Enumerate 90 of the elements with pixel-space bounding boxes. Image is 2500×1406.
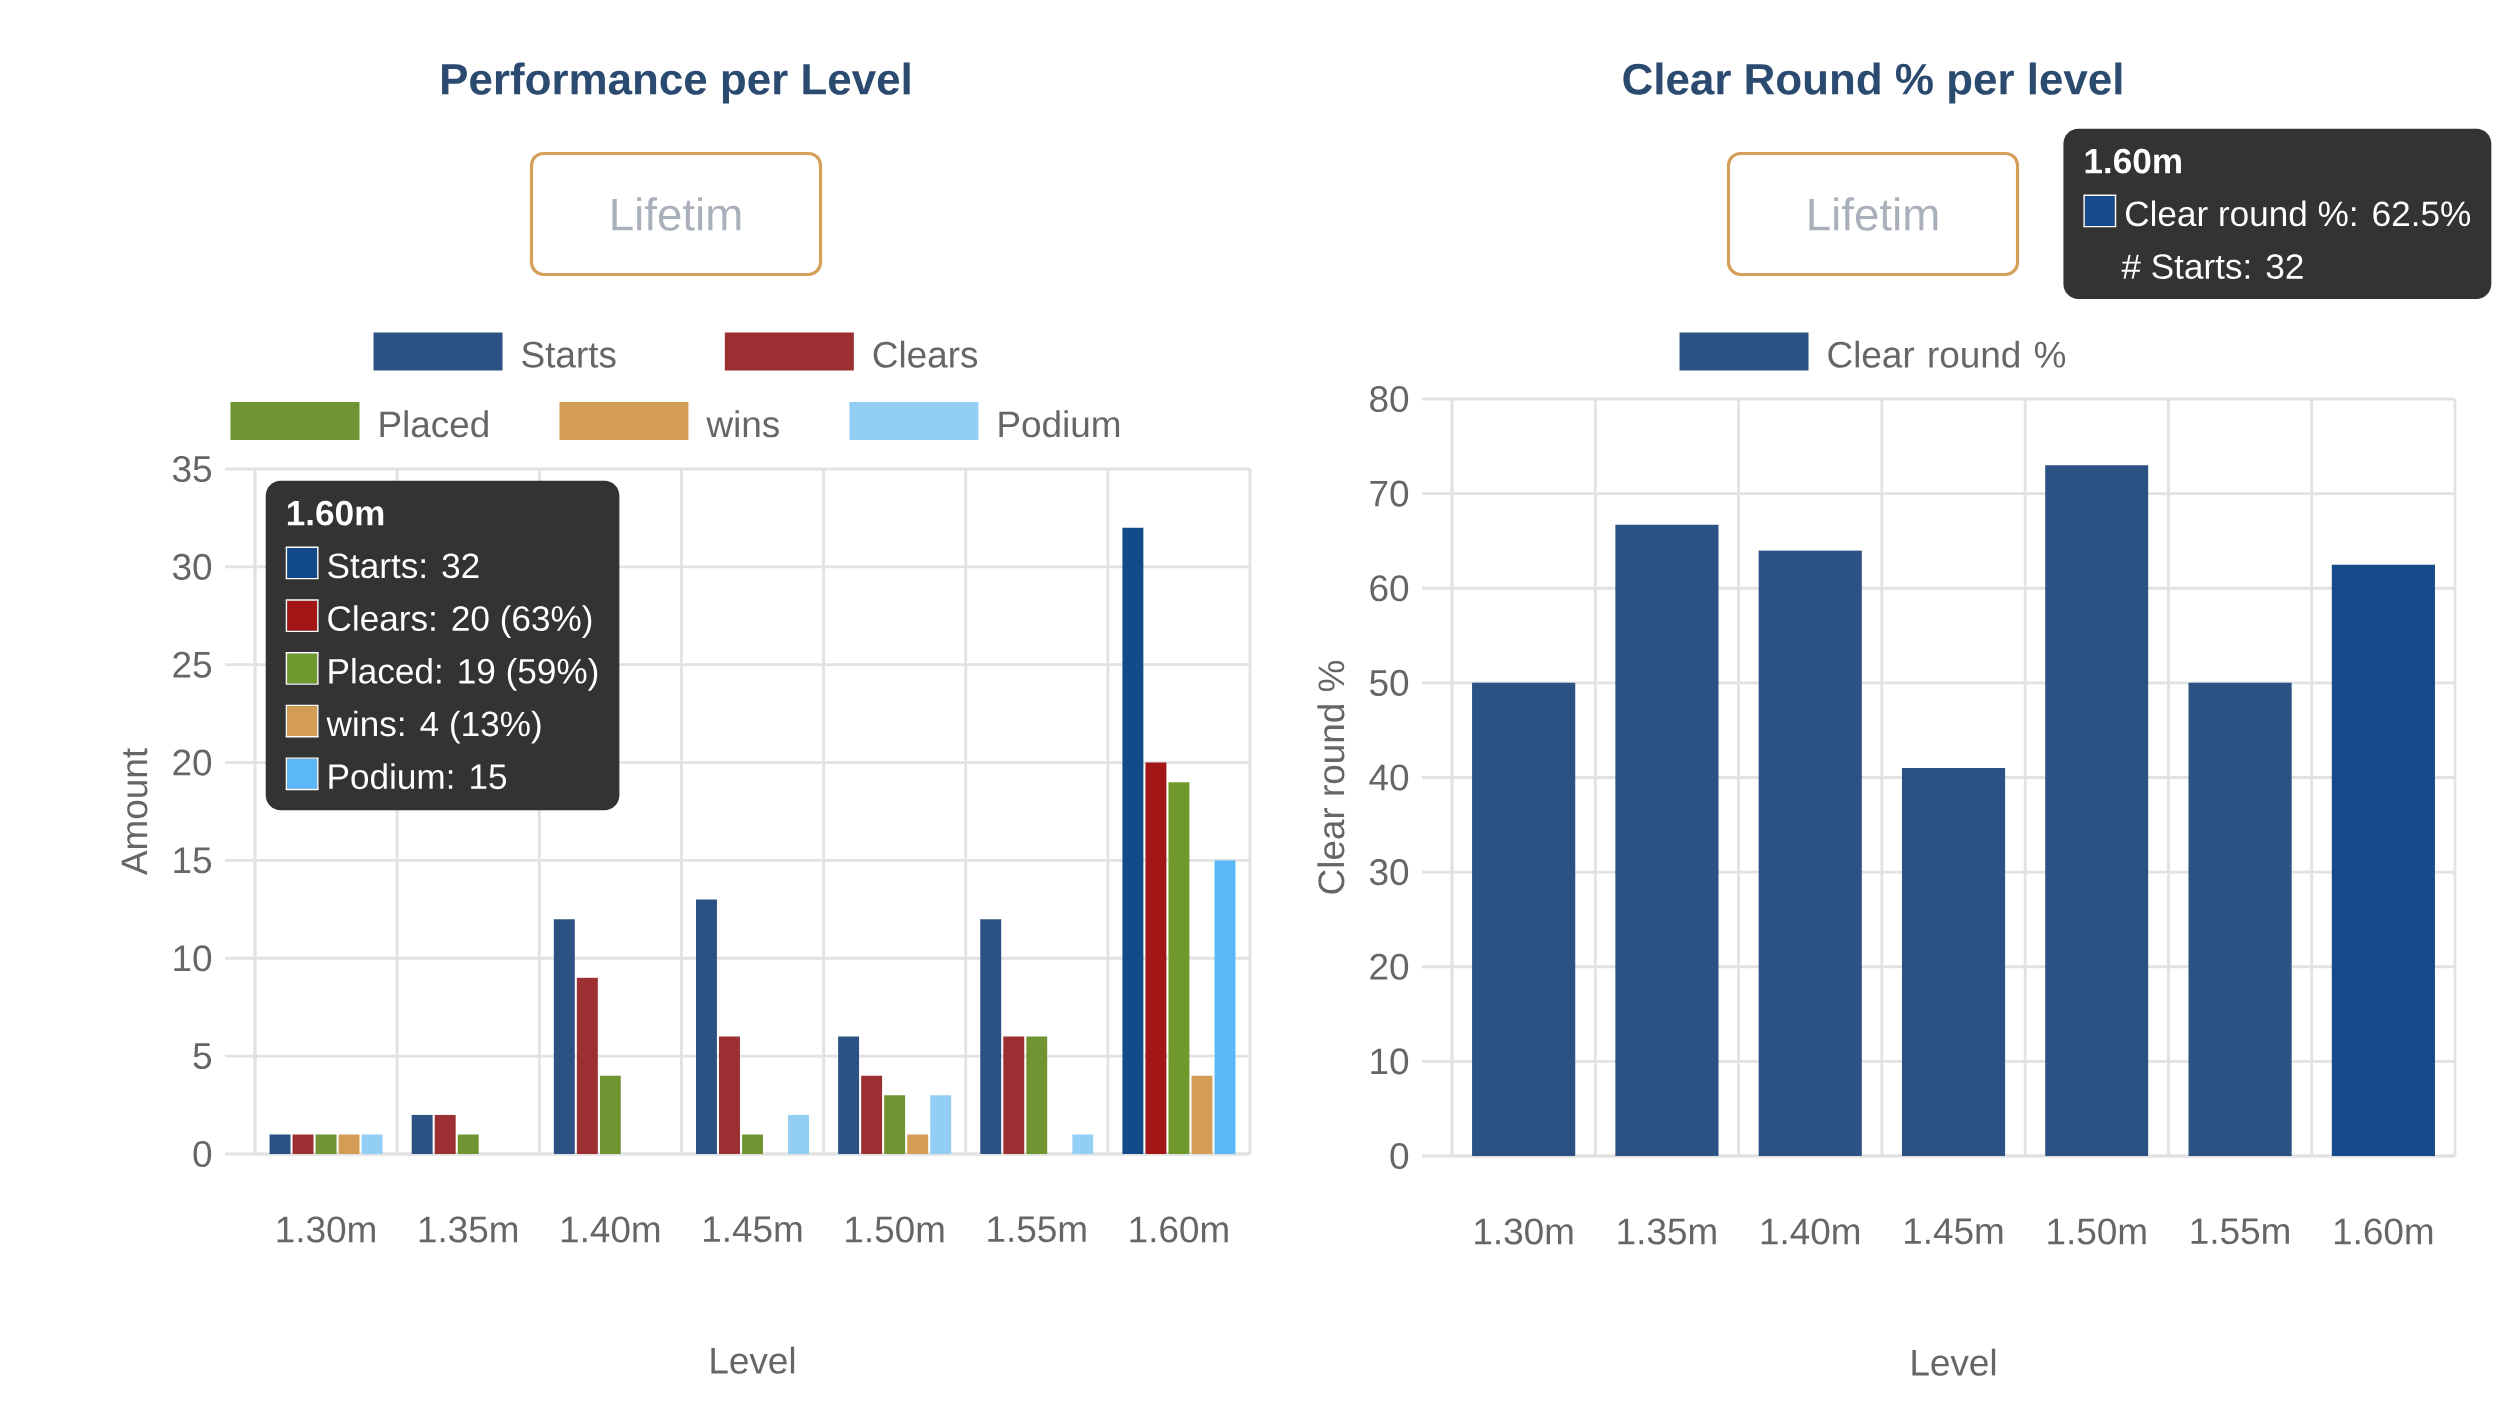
bar [1122, 527, 1144, 1154]
y-tick-label: 40 [1369, 764, 1409, 791]
x-tick-label: 1.35m [1618, 1218, 1716, 1245]
bar [1901, 768, 2006, 1156]
bar [1003, 1036, 1025, 1154]
annotation: wins: 4 (13%) [326, 710, 541, 744]
x-axis-title: Level [711, 1346, 795, 1374]
bar [361, 1134, 383, 1154]
bar [1026, 1036, 1048, 1154]
y-tick-label: 0 [1390, 1142, 1409, 1170]
y-tick-label: 70 [1370, 480, 1409, 507]
y-tick-label: 80 [1370, 385, 1409, 413]
y-tick-label: 30 [172, 553, 212, 580]
x-tick-label: 1.30m [1475, 1218, 1573, 1245]
annotation: 1.60m [287, 500, 384, 526]
bar [1191, 1075, 1213, 1154]
x-tick-label: 1.40m [1761, 1218, 1860, 1245]
bar [907, 1134, 929, 1154]
annotation: Starts: 32 [328, 553, 479, 579]
bar [2188, 682, 2292, 1156]
annotation: Clears: 20 (63%) [328, 605, 592, 638]
x-tick-label: 1.50m [846, 1216, 944, 1243]
bar [838, 1036, 860, 1154]
legend-label: Starts [522, 341, 616, 368]
legend-label: Placed [380, 410, 488, 438]
bar [884, 1095, 906, 1154]
bar [861, 1075, 883, 1154]
bar [742, 1134, 763, 1154]
legend-label: Clears [873, 340, 978, 368]
y-tick-label: 50 [1370, 669, 1409, 696]
bar [2331, 564, 2435, 1156]
bar [1214, 860, 1236, 1154]
annotation: Podium: 15 [329, 763, 507, 790]
bar [269, 1134, 291, 1154]
y-tick-label: 20 [1370, 953, 1409, 980]
bar [315, 1134, 337, 1154]
bar [695, 899, 717, 1154]
y-tick-label: 20 [173, 749, 212, 776]
y-tick-label: 30 [1369, 859, 1409, 886]
annotation: Placed: 19 (59%) [329, 657, 598, 691]
x-tick-label: 1.60m [1130, 1216, 1228, 1243]
bar [719, 1036, 740, 1154]
x-tick-label: 1.55m [988, 1216, 1086, 1243]
legend-label: Podium [999, 410, 1120, 438]
y-tick-label: 5 [193, 1043, 212, 1070]
x-tick-label: 1.55m [2191, 1218, 2289, 1245]
y-tick-label: 35 [172, 455, 212, 483]
x-tick-label: 1.60m [2334, 1218, 2433, 1245]
x-tick-label: 1.35m [419, 1216, 518, 1243]
bar [1168, 782, 1190, 1154]
y-tick-label: 25 [173, 651, 212, 678]
y-tick-label: 10 [1371, 1048, 1409, 1075]
bar [788, 1114, 810, 1154]
bar [576, 977, 598, 1154]
bar [292, 1134, 314, 1154]
y-tick-label: 0 [193, 1140, 212, 1168]
text: Clear round %: 62.5% [2125, 200, 2471, 227]
x-tick-label: 1.45m [704, 1216, 802, 1243]
x-tick-label: 1.45m [1905, 1218, 2003, 1245]
text: 1.60m [2085, 148, 2181, 174]
chart-title: Clear Round % per level [1623, 62, 2122, 104]
bar [434, 1114, 456, 1154]
y-tick-label: 15 [174, 847, 212, 874]
bar [2045, 465, 2149, 1156]
y-tick-label: 60 [1370, 575, 1409, 602]
bar [980, 919, 1002, 1154]
bar [1472, 682, 1576, 1156]
y-tick-label: 10 [174, 945, 212, 972]
y-axis-title: Clear round % [1317, 660, 1345, 894]
bar [553, 919, 575, 1154]
x-tick-label: 1.40m [561, 1216, 660, 1243]
bar [1615, 524, 1719, 1156]
bar [457, 1134, 479, 1154]
x-tick-label: 1.50m [2048, 1218, 2146, 1245]
bar [599, 1075, 621, 1154]
chart-subtitle: Lifetim [1809, 197, 1938, 231]
x-axis-title: Level [1912, 1348, 1996, 1376]
bar [411, 1114, 433, 1154]
bar [930, 1095, 952, 1154]
bar [338, 1134, 360, 1154]
x-tick-label: 1.30m [277, 1216, 375, 1243]
y-axis-title: Amount [121, 748, 148, 876]
chart-title: Performance per Level [442, 62, 910, 104]
chart-subtitle: Lifetim [612, 197, 741, 231]
bar [1072, 1134, 1094, 1154]
bar [1758, 550, 1862, 1156]
legend-label: wins [706, 410, 779, 438]
bar [1145, 762, 1167, 1154]
legend-label: Clear round % [1828, 340, 2066, 368]
text: # Starts: 32 [2121, 254, 2303, 279]
